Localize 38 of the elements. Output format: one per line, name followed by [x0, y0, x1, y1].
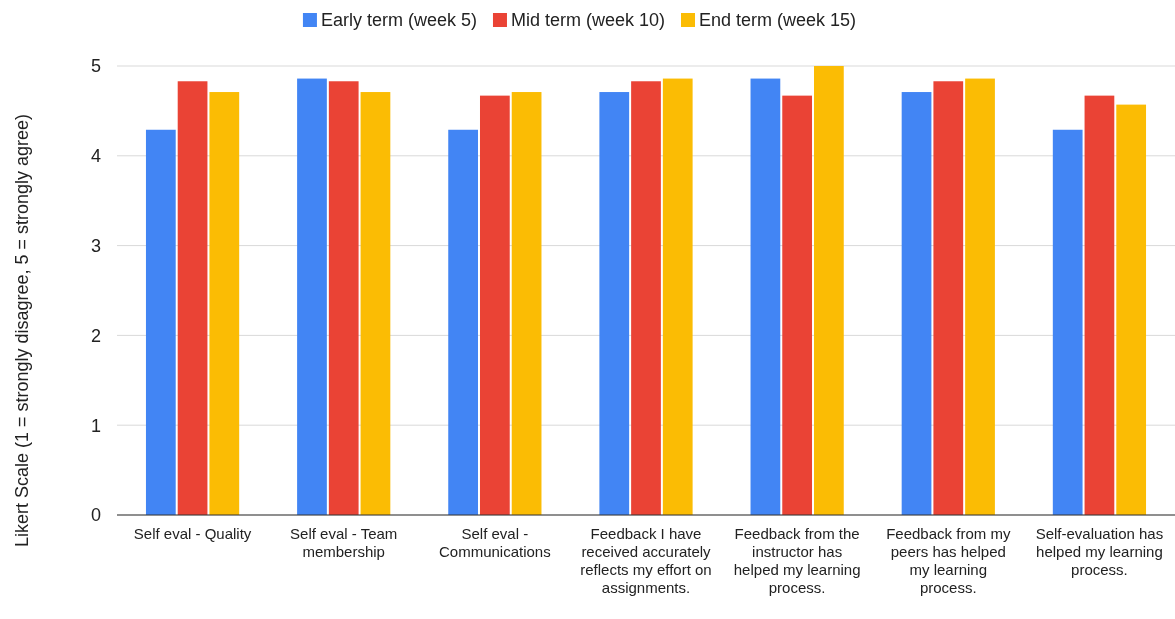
- bar: [933, 81, 964, 515]
- bar: [782, 95, 813, 515]
- bar: [511, 92, 542, 515]
- legend-label: Early term (week 5): [320, 10, 477, 31]
- bar: [965, 78, 995, 515]
- y-tick-label: 0: [90, 505, 101, 526]
- bar: [177, 81, 208, 515]
- bar: [145, 129, 176, 515]
- y-tick-label: 1: [90, 415, 101, 436]
- bar: [750, 78, 781, 515]
- bar: [814, 66, 844, 515]
- bar: [297, 78, 327, 515]
- legend-label: Mid term (week 10): [510, 10, 666, 31]
- y-tick-label: 5: [90, 56, 101, 77]
- y-axis-title: Likert Scale (1 = strongly disagree, 5 = strongly agree): [12, 113, 32, 548]
- x-tick-label: Self eval - Quality: [133, 525, 252, 542]
- bar: [1052, 129, 1083, 515]
- x-tick-label: Feedback I have received accurately reflects my effort on assignments.: [580, 525, 712, 596]
- legend-label: End term (week 15): [699, 10, 857, 31]
- bar: [360, 92, 391, 515]
- bar: [599, 92, 630, 515]
- bar: [1084, 95, 1115, 515]
- bar: [1116, 104, 1147, 515]
- x-tick-label: Self eval - Communications: [439, 525, 551, 560]
- y-tick-label: 3: [90, 235, 101, 256]
- bar: [479, 95, 510, 515]
- bar: [901, 92, 932, 515]
- x-tick-label: Feedback from my peers has helped my learning process.: [886, 525, 1011, 596]
- bar: [662, 78, 693, 515]
- x-tick-label: Feedback from the instructor has helped my learning process.: [733, 525, 861, 596]
- bar: [209, 92, 240, 515]
- x-tick-label: Self eval - Team membership: [290, 525, 398, 560]
- bar: [448, 129, 478, 515]
- bar: [328, 81, 359, 515]
- y-tick-label: 4: [90, 146, 101, 167]
- y-tick-label: 2: [90, 325, 101, 346]
- bar: [631, 81, 661, 515]
- x-tick-label: Self-evaluation has helped my learning process.: [1035, 525, 1164, 578]
